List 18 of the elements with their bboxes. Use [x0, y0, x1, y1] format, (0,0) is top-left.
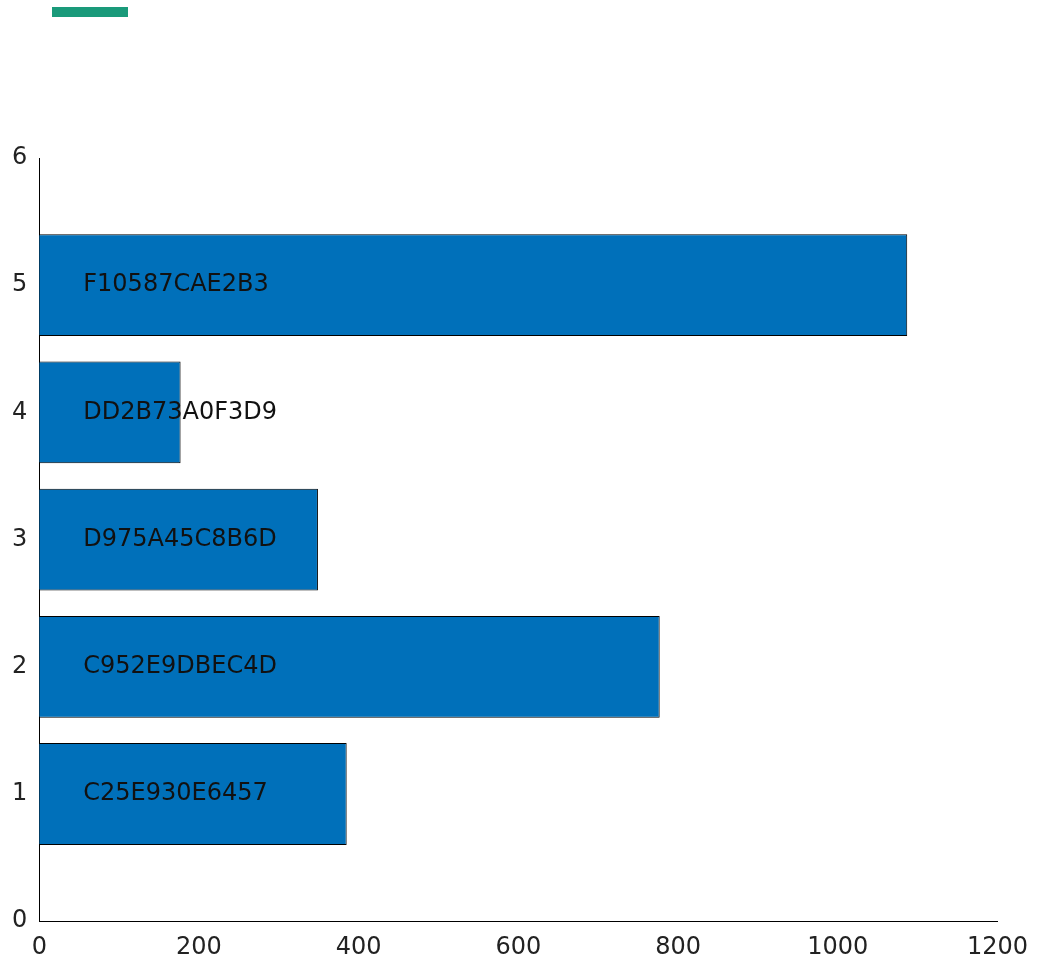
y-tick-label: 4: [11, 396, 28, 425]
annotation: F10587CAE2B3: [83, 269, 269, 298]
annotation: C25E930E6457: [83, 778, 268, 807]
x-tick-label: 1200: [966, 931, 1028, 960]
x-tick-label: 0: [31, 931, 47, 960]
y-tick-label: 2: [11, 651, 28, 680]
x-tick-label: 800: [655, 931, 701, 960]
y-tick-label: 5: [11, 269, 28, 298]
annotation: D975A45C8B6D: [83, 523, 277, 552]
x-tick-label: 1000: [807, 931, 869, 960]
y-tick-label: 3: [11, 523, 28, 552]
annotation: C952E9DBEC4D: [83, 651, 277, 680]
y-tick-label: 6: [11, 142, 28, 171]
x-tick-label: 600: [495, 931, 542, 960]
x-tick-label: 200: [176, 931, 222, 960]
x-tick-label: 400: [335, 931, 382, 960]
y-tick-label: 1: [11, 778, 28, 807]
y-tick-label: 0: [11, 905, 28, 934]
